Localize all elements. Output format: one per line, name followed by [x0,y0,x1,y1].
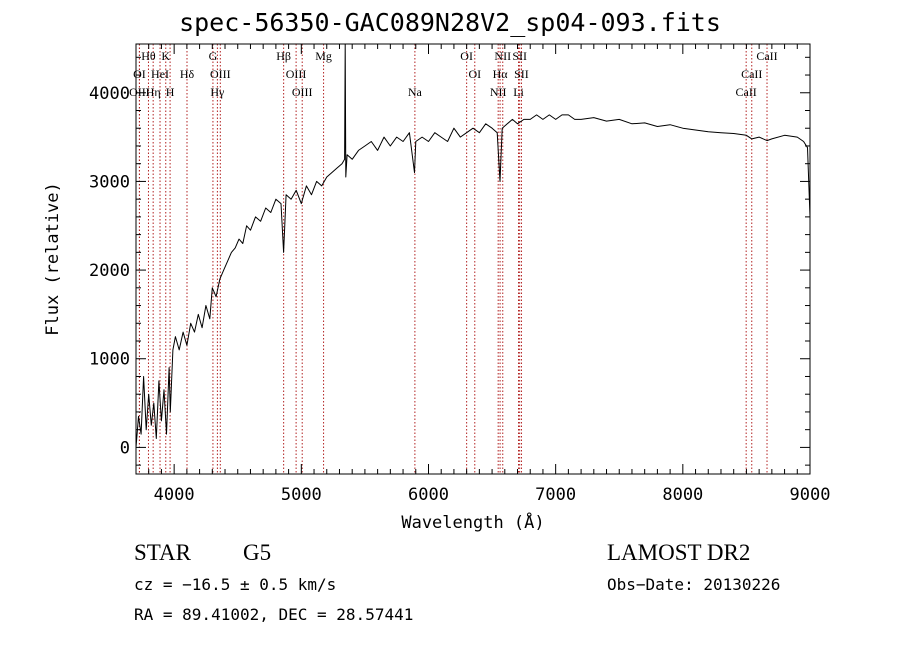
marker-label: Hβ [276,49,291,63]
x-tick-label: 6000 [408,485,449,505]
marker-label: K [161,49,170,63]
marker-label: Li [513,85,524,99]
survey-name: LAMOST DR2 [607,540,751,565]
y-tick-label: 0 [120,438,130,458]
y-tick-label: 1000 [89,350,130,370]
x-tick-label: 7000 [535,485,576,505]
y-tick-label: 3000 [89,172,130,192]
marker-label: SII [512,49,527,63]
marker-label: CaII [741,67,762,81]
marker-label: HeI [151,67,169,81]
coordinates: RA = 89.41002, DEC = 28.57441 [134,605,414,624]
marker-label: OIII [286,67,307,81]
y-axis-ticks: 0 1000 2000 3000 4000 [89,56,810,466]
marker-label: NII [494,49,511,63]
marker-label: OIII [292,85,313,99]
x-tick-label: 8000 [662,485,703,505]
marker-label: Hα [493,67,509,81]
y-axis-label: Flux (relative) [43,182,63,336]
y-tick-label: 2000 [89,261,130,281]
spectrum-line [135,43,811,448]
y-tick-label: 4000 [89,84,130,104]
marker-label: Na [408,85,423,99]
marker-label: NII [490,85,507,99]
marker-label: Hγ [210,85,225,99]
x-tick-label: 4000 [154,485,195,505]
marker-label: OI [460,49,473,63]
plot-frame [135,43,811,475]
marker-label: G [209,49,218,63]
marker-label: OIII [129,85,150,99]
x-tick-label: 9000 [790,485,831,505]
marker-label: OI [468,67,481,81]
observation-date: Obs−Date: 20130226 [607,575,781,594]
x-axis-label: Wavelength (Å) [401,511,544,533]
marker-label: CaII [735,85,756,99]
chart-title: spec-56350-GAC089N28V2_sp04-093.fits [179,8,721,37]
marker-label: OI [133,67,146,81]
marker-label: OIII [210,67,231,81]
spectrum-series [135,43,811,448]
marker-label: Hθ [141,49,156,63]
marker-label: Hη [146,85,161,99]
redshift-cz: cz = −16.5 ± 0.5 km/s [134,575,337,594]
marker-label: CaII [756,49,777,63]
x-axis-ticks: 4000 5000 6000 7000 8000 9000 [135,44,831,505]
object-subclass: G5 [243,540,272,565]
marker-label: SII [514,67,529,81]
marker-label: Mg [315,49,332,63]
marker-label: H [166,85,175,99]
x-tick-label: 5000 [281,485,322,505]
emission-line-markers [138,44,768,474]
object-class: STAR [134,540,191,565]
marker-label: Hδ [180,67,195,81]
